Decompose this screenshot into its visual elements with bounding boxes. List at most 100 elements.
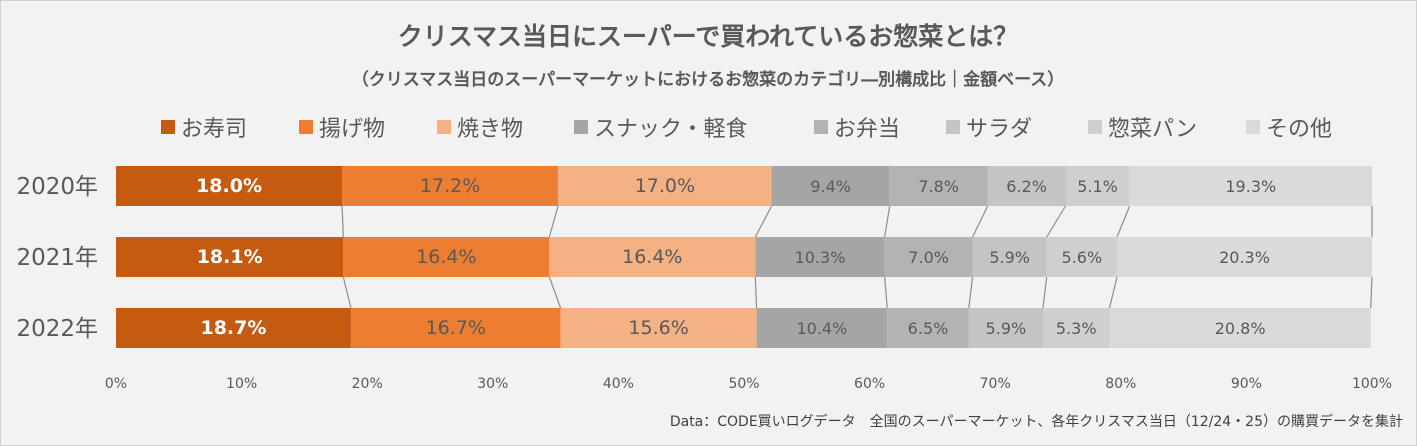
data-label: 18.7% [200,317,266,339]
series-line [548,205,559,238]
data-label: 5.3% [1056,319,1097,338]
legend-label: 焼き物 [457,117,523,142]
x-tick-label: 20% [352,376,383,392]
legend-label: お寿司 [181,117,247,142]
source-note: Data：CODE買いログデータ 全国のスーパーマーケット、各年クリスマス当日（… [670,413,1403,430]
x-tick-label: 80% [1105,376,1136,392]
x-tick-label: 40% [603,376,634,392]
series-line [968,276,974,309]
series-line [548,276,562,309]
chart-subtitle: （クリスマス当日のスーパーマーケットにおけるお惣菜のカテゴリ―別構成比｜金額ベー… [352,69,1064,90]
legend-swatch [814,120,828,134]
bar-segment [342,166,559,206]
legend-label: スナック・軽食 [594,117,748,142]
series-line [972,205,989,238]
series-line [1370,276,1373,309]
legend: お寿司 揚げ物 焼き物 スナック・軽食 お弁当 サラダ 惣菜パン その他 [161,117,1332,142]
data-label: 15.6% [628,317,688,339]
data-label: 7.0% [908,248,949,267]
x-tick-label: 100% [1352,376,1392,392]
bar-segment [116,308,351,348]
data-label: 6.5% [908,319,949,338]
legend-swatch [299,120,313,134]
bar-segment [116,237,344,277]
legend-swatch [574,120,588,134]
bar-segment [987,166,1066,206]
bar-segment [350,308,561,348]
series-line [754,276,758,309]
bar-segment [1046,237,1118,277]
bar-segment [887,308,969,348]
chart-title: クリスマス当日にスーパーで買われているお惣菜とは？ [398,22,1019,51]
bar-segment [1109,308,1371,348]
legend-swatch [946,120,960,134]
data-label: 17.0% [635,175,695,197]
legend-label: 惣菜パン [1108,117,1197,142]
x-tick-label: 10% [226,376,257,392]
x-tick-label: 30% [477,376,508,392]
data-label: 17.2% [420,175,480,197]
x-tick-label: 0% [105,376,127,392]
data-label: 20.8% [1215,319,1266,338]
bar-segment [755,237,885,277]
bar-segment [756,308,888,348]
bar-segment [1117,237,1372,277]
data-label: 10.3% [795,248,846,267]
bar-segment [889,166,988,206]
bar-segment [343,237,550,277]
x-tick-label: 50% [728,376,759,392]
data-label: 9.4% [810,177,851,196]
legend-label: サラダ [966,117,1032,142]
bar-segment [972,237,1047,277]
data-label: 16.4% [416,246,476,268]
series-line [884,205,891,238]
legend-swatch [1088,120,1102,134]
legend-label: 揚げ物 [319,117,385,142]
legend-swatch [161,120,175,134]
series-line [1116,205,1131,238]
bar-segment [558,166,772,206]
data-label: 7.8% [918,177,959,196]
data-label: 5.6% [1062,248,1103,267]
series-line [342,276,352,309]
data-label: 6.2% [1006,177,1047,196]
data-label: 16.4% [622,246,682,268]
bar-segment [1129,166,1372,206]
legend-swatch [1246,120,1260,134]
category-label: 2021年 [16,245,98,271]
bar-segment [884,237,973,277]
bar-segment [116,166,343,206]
x-tick-label: 90% [1231,376,1262,392]
data-label: 16.7% [426,317,486,339]
data-label: 19.3% [1225,177,1276,196]
bar-segment [1042,308,1110,348]
data-label: 18.1% [197,246,263,268]
series-line [754,205,773,238]
bar-segment [549,237,756,277]
x-tick-label: 60% [854,376,885,392]
bar-segment [1065,166,1130,206]
series-line [1046,205,1067,238]
legend-label: その他 [1266,117,1332,142]
series-line [341,205,344,238]
series-line [884,276,888,309]
data-label: 20.3% [1219,248,1270,267]
bar-segment [771,166,890,206]
series-lines [341,205,1373,309]
bar-segment [560,308,757,348]
x-axis: 0% 10% 20% 30% 40% 50% 60% 70% 80% 90% 100% [105,376,1392,392]
bar-segment [968,308,1043,348]
data-label: 5.9% [986,319,1027,338]
category-labels: 2020年 2021年 2022年 [16,174,98,342]
data-label: 5.9% [989,248,1030,267]
data-label: 10.4% [796,319,847,338]
series-line [1108,276,1118,309]
category-label: 2020年 [16,174,98,200]
bars: 18.0% 17.2% 17.0% 9.4% 7.8% 6.2% 5.1% 19.3% 18.1… [116,166,1372,348]
legend-swatch [437,120,451,134]
data-label: 5.1% [1077,177,1118,196]
category-label: 2022年 [16,316,98,342]
x-tick-label: 70% [980,376,1011,392]
